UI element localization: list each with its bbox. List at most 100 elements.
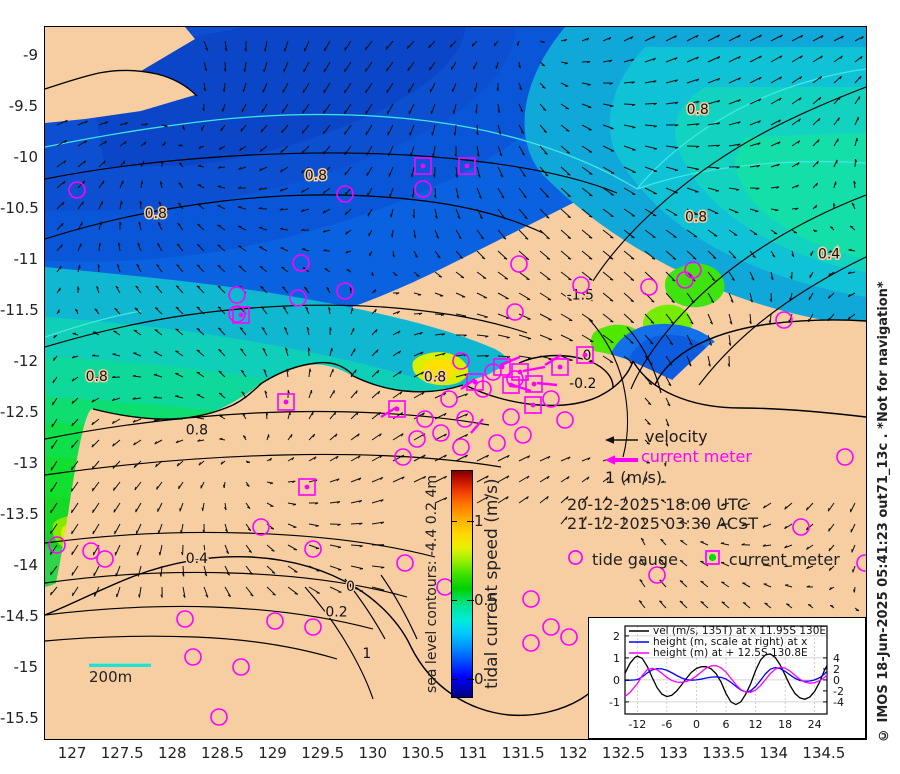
current-meter-marker[interactable] [466, 373, 484, 391]
tide-gauge-marker[interactable] [416, 410, 434, 428]
velocity-vector [56, 160, 67, 168]
tide-gauge-marker[interactable] [560, 628, 578, 646]
tide-gauge-marker[interactable] [394, 448, 412, 466]
velocity-vector [196, 285, 205, 294]
tide-gauge-marker[interactable] [775, 311, 793, 329]
velocity-vector-head [411, 194, 414, 198]
tide-gauge-marker[interactable] [640, 278, 658, 296]
timeseries-inset[interactable]: -12 -6 0 6 12 18 24 -1 0 1 2 -4 -2 0 2 4 vel (m/s, 135T… [588, 617, 866, 739]
tide-gauge-marker[interactable] [432, 424, 450, 442]
tide-gauge-marker[interactable] [684, 261, 702, 279]
tide-gauge-marker[interactable] [289, 289, 307, 307]
tide-gauge-marker[interactable] [232, 658, 250, 676]
velocity-vector-head [547, 455, 551, 459]
tide-gauge-marker[interactable] [452, 352, 470, 370]
tide-gauge-marker[interactable] [510, 255, 528, 273]
current-meter-marker[interactable] [277, 393, 295, 411]
tide-gauge-marker[interactable] [176, 610, 194, 628]
tide-gauge-marker[interactable] [542, 390, 560, 408]
current-meter-marker[interactable] [232, 306, 250, 324]
tide-gauge-marker[interactable] [572, 276, 590, 294]
velocity-vector-head [610, 236, 614, 239]
velocity-vector [259, 246, 268, 252]
tide-gauge-marker[interactable] [210, 708, 228, 726]
tide-gauge-marker[interactable] [648, 566, 666, 584]
velocity-vector [560, 124, 570, 132]
tide-gauge-marker[interactable] [836, 448, 854, 466]
tide-gauge-marker[interactable] [522, 590, 540, 608]
tide-gauge-marker[interactable] [292, 254, 310, 272]
velocity-vector [371, 349, 379, 357]
tide-gauge-marker[interactable] [522, 634, 540, 652]
sea-level-contours-label: sea level contours: -4.4 0.2 4m [424, 475, 440, 693]
tide-gauge-marker[interactable] [556, 411, 574, 429]
velocity-vector-head [399, 370, 402, 375]
tide-gauge-marker[interactable] [336, 185, 354, 203]
map-plot-area[interactable]: 0.8 0.8 0.8 0.8 0.8 0.8 0.8 0.4 0.4 0 0 -0.2 0.2 1 -1.… [44, 26, 867, 740]
tide-gauge-marker[interactable] [96, 550, 114, 568]
velocity-vector-head [60, 244, 63, 248]
tide-gauge-marker[interactable] [304, 618, 322, 636]
tide-gauge-marker[interactable] [440, 390, 458, 408]
velocity-vector [602, 187, 615, 196]
velocity-vector-head [84, 120, 88, 124]
velocity-vector [56, 139, 67, 147]
current-meter-marker[interactable] [524, 396, 542, 414]
datetime-local: 21-12-2025 03:30 ACST [567, 514, 759, 533]
colorbar-title: tidal current speed (m/s) [482, 478, 502, 690]
velocity-vector [350, 433, 360, 441]
velocity-vector [71, 397, 79, 405]
velocity-vector [560, 229, 572, 239]
velocity-vector-head [301, 228, 305, 231]
tide-gauge-marker[interactable] [452, 438, 470, 456]
current-meter-marker[interactable] [458, 157, 476, 175]
current-meter-marker[interactable] [511, 363, 529, 381]
tide-gauge-marker[interactable] [266, 612, 284, 630]
velocity-vector-head [721, 601, 725, 604]
tide-gauge-marker[interactable] [514, 426, 532, 444]
tide-gauge-marker[interactable] [304, 540, 322, 558]
tide-gauge-marker[interactable] [252, 518, 270, 536]
current-meter-marker[interactable] [298, 478, 316, 496]
current-meter-marker[interactable] [502, 376, 520, 394]
velocity-vector-head [630, 321, 634, 324]
tide-gauge-marker[interactable] [502, 408, 520, 426]
velocity-vector-head [335, 433, 338, 438]
inset-x-tick-label: -6 [661, 718, 672, 731]
tide-gauge-marker[interactable] [488, 434, 506, 452]
velocity-vector [51, 418, 58, 428]
velocity-vector-head [501, 195, 505, 199]
velocity-vector [686, 166, 699, 170]
current-meter-marker[interactable] [493, 358, 511, 376]
x-tick-label: 130 [358, 744, 388, 762]
current-meter-marker[interactable] [576, 346, 594, 364]
tide-gauge-marker[interactable] [228, 305, 246, 323]
tide-gauge-marker[interactable] [542, 618, 560, 636]
tide-gauge-marker[interactable] [228, 286, 246, 304]
tide-gauge-marker[interactable] [856, 554, 866, 572]
velocity-vector-head [609, 59, 613, 63]
tide-gauge-marker[interactable] [792, 518, 810, 536]
current-meter-marker[interactable] [551, 358, 569, 376]
tide-gauge-marker[interactable] [184, 648, 202, 666]
tide-gauge-marker[interactable] [336, 282, 354, 300]
velocity-vector [539, 355, 553, 360]
current-meter-marker[interactable] [414, 157, 432, 175]
velocity-vector-head [406, 45, 409, 49]
velocity-vector [560, 355, 573, 361]
velocity-vector-head [778, 119, 782, 123]
tide-gauge-marker[interactable] [48, 536, 66, 554]
tide-gauge-marker[interactable] [484, 363, 502, 381]
tide-gauge-marker[interactable] [506, 303, 524, 321]
tide-gauge-marker[interactable] [506, 370, 524, 388]
tide-gauge-marker[interactable] [396, 554, 414, 572]
tide-gauge-marker[interactable] [456, 410, 474, 428]
tide-gauge-marker[interactable] [68, 181, 86, 199]
tide-gauge-marker[interactable] [414, 180, 432, 198]
velocity-vector-head [71, 509, 73, 513]
velocity-vector-head [519, 87, 523, 91]
current-meter-marker[interactable] [388, 400, 406, 418]
tide-gauge-marker[interactable] [82, 542, 100, 560]
tide-gauge-marker[interactable] [408, 430, 426, 448]
velocity-vector-head [690, 321, 694, 325]
